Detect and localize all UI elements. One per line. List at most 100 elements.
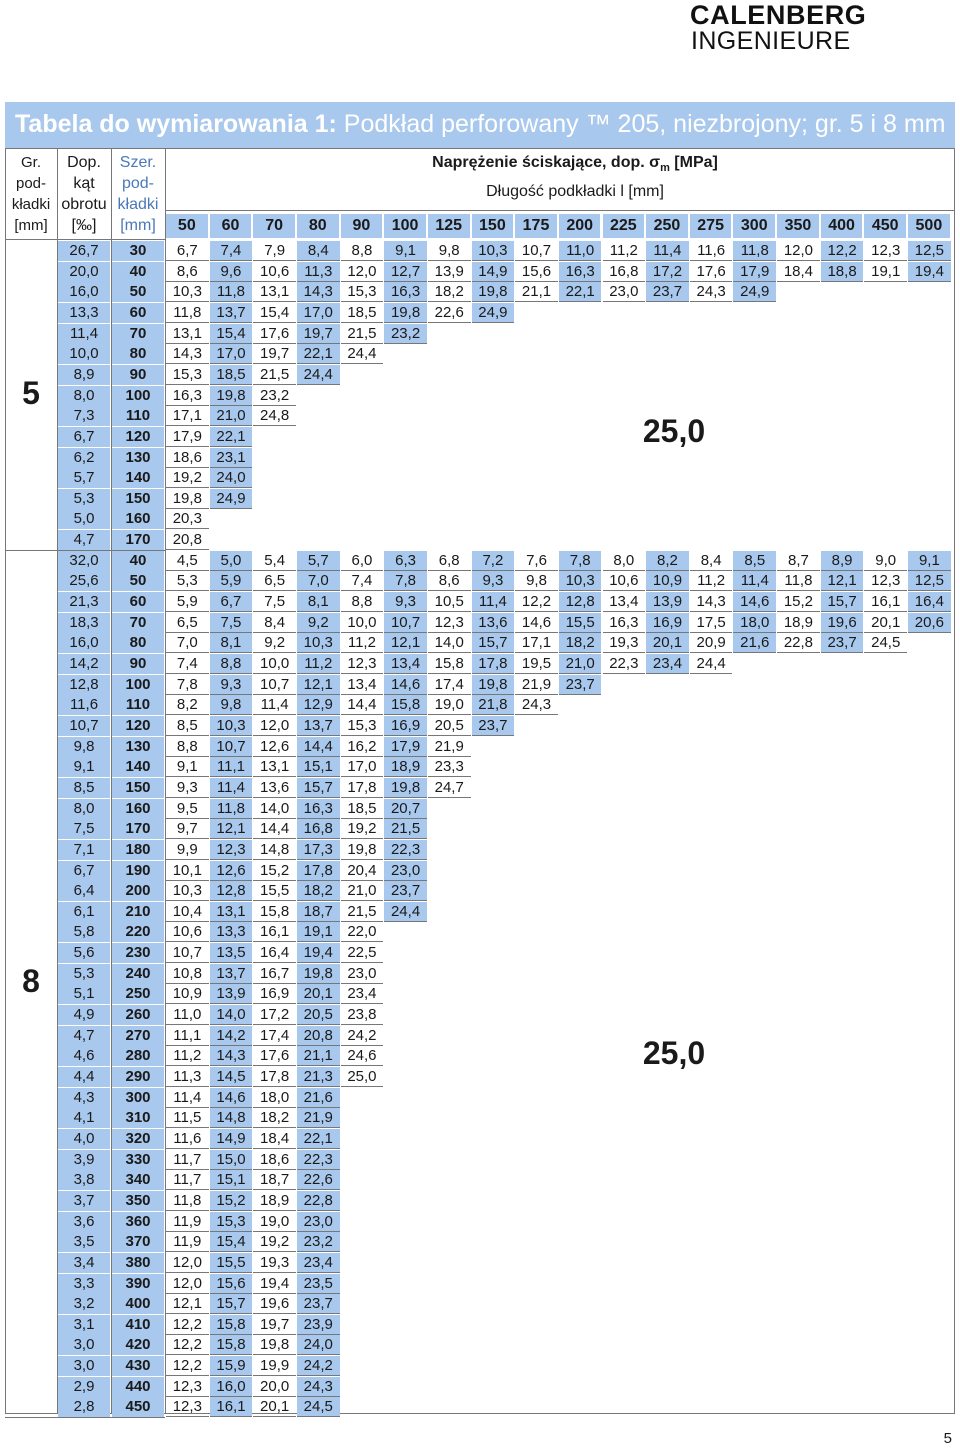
row-width: 260 bbox=[112, 1005, 164, 1026]
stress-value-cell: 11,8 bbox=[209, 282, 253, 303]
header-thickness-line: pod- bbox=[15, 175, 47, 192]
length-column-header: 80 bbox=[296, 214, 339, 238]
row-width: 130 bbox=[112, 736, 164, 757]
stress-value-cell: 15,5 bbox=[558, 612, 602, 633]
header-length: Długość podkładki l [mm] bbox=[486, 183, 664, 200]
stress-value-cell: 16,3 bbox=[166, 386, 209, 406]
stress-value-cell: 22,8 bbox=[777, 633, 820, 654]
stress-value-cell: 16,3 bbox=[602, 613, 646, 633]
stress-value-cell: 21,6 bbox=[733, 633, 777, 654]
row-angle: 10,7 bbox=[58, 715, 110, 736]
stress-value-cell: 11,6 bbox=[166, 1129, 209, 1149]
length-column-header: 100 bbox=[384, 214, 426, 238]
stress-value-cell: 12,1 bbox=[296, 674, 340, 695]
stress-value-cell: 8,2 bbox=[646, 550, 689, 571]
stress-value-cell: 23,4 bbox=[296, 1252, 340, 1273]
stress-value-cell: 21,9 bbox=[296, 1108, 340, 1129]
stress-value-cell: 9,5 bbox=[166, 799, 209, 819]
stress-value-cell: 15,4 bbox=[253, 303, 296, 323]
stress-value-cell: 20,1 bbox=[864, 613, 908, 633]
stress-value-cell: 22,1 bbox=[209, 426, 253, 447]
stress-value-cell: 16,1 bbox=[864, 592, 908, 613]
stress-value-cell: 11,2 bbox=[166, 1046, 209, 1067]
stress-value-cell: 8,6 bbox=[427, 571, 471, 592]
row-angle: 5,6 bbox=[58, 943, 110, 964]
row-angle: 3,2 bbox=[58, 1294, 110, 1315]
stress-value-cell: 10,6 bbox=[602, 571, 646, 592]
row-width: 50 bbox=[112, 282, 164, 303]
row-width: 300 bbox=[112, 1087, 164, 1108]
stress-value-cell: 15,7 bbox=[209, 1294, 253, 1315]
stress-value-cell: 24,9 bbox=[471, 302, 515, 323]
stress-value-cell: 12,6 bbox=[209, 860, 253, 881]
stress-value-cell: 9,3 bbox=[209, 674, 253, 695]
stress-value-cell: 24,2 bbox=[340, 1026, 384, 1046]
stress-value-cell: 22,3 bbox=[602, 654, 646, 674]
stress-value-cell: 9,7 bbox=[166, 819, 209, 840]
stress-value-cell: 22,3 bbox=[296, 1149, 340, 1170]
stress-value-cell: 16,7 bbox=[253, 964, 296, 984]
stress-value-cell: 23,7 bbox=[820, 633, 864, 654]
stress-value-cell: 14,0 bbox=[209, 1005, 253, 1026]
stress-value-cell: 8,5 bbox=[733, 550, 777, 571]
stress-value-cell: 19,8 bbox=[384, 302, 427, 323]
stress-value-cell: 15,8 bbox=[253, 902, 296, 922]
stress-value-cell: 22,8 bbox=[296, 1190, 340, 1211]
stress-value-cell: 19,1 bbox=[864, 262, 908, 282]
stress-value-cell: 7,2 bbox=[471, 550, 515, 571]
row-angle: 21,3 bbox=[58, 592, 110, 613]
header-angle-line: kąt bbox=[73, 175, 95, 192]
row-width: 420 bbox=[112, 1335, 164, 1356]
stress-value-cell: 20,5 bbox=[296, 1005, 340, 1026]
stress-value-cell: 12,5 bbox=[908, 241, 951, 261]
row-width: 110 bbox=[112, 695, 164, 716]
header-stress-unit: [MPa] bbox=[669, 154, 718, 171]
stress-value-cell: 12,1 bbox=[820, 571, 864, 592]
row-angle: 6,1 bbox=[58, 901, 110, 922]
length-column-header: 90 bbox=[340, 214, 383, 238]
length-column-header: 300 bbox=[733, 214, 776, 238]
stress-value-cell: 17,3 bbox=[296, 839, 340, 860]
max-value-label: 25,0 bbox=[630, 409, 718, 453]
stress-value-cell: 10,7 bbox=[209, 736, 253, 757]
thickness-label: 5 bbox=[22, 374, 40, 411]
stress-value-cell: 18,5 bbox=[340, 303, 384, 323]
stress-value-cell: 9,2 bbox=[253, 633, 296, 654]
stress-value-cell: 12,3 bbox=[427, 613, 471, 633]
stress-value-cell: 18,5 bbox=[209, 364, 253, 385]
stress-value-cell: 12,3 bbox=[340, 654, 384, 674]
stress-value-cell: 11,8 bbox=[166, 303, 209, 323]
row-angle: 5,1 bbox=[58, 984, 110, 1005]
stress-value-cell: 17,8 bbox=[340, 778, 384, 798]
stress-value-cell: 11,2 bbox=[689, 571, 733, 592]
stress-value-cell: 22,0 bbox=[340, 922, 384, 943]
row-angle: 11,4 bbox=[58, 323, 110, 344]
stress-value-cell: 24,4 bbox=[340, 344, 384, 365]
stress-value-cell: 18,9 bbox=[384, 757, 427, 778]
stress-value-cell: 9,8 bbox=[209, 695, 253, 716]
stress-value-cell: 10,0 bbox=[253, 654, 296, 674]
row-angle: 7,5 bbox=[58, 819, 110, 840]
stress-value-cell: 14,2 bbox=[209, 1025, 253, 1046]
row-angle: 10,0 bbox=[58, 344, 110, 365]
stress-value-cell: 19,0 bbox=[427, 695, 471, 716]
logo-line-1: CALENBERG bbox=[690, 0, 867, 30]
stress-value-cell: 14,6 bbox=[384, 674, 427, 695]
stress-value-cell: 21,5 bbox=[253, 365, 296, 385]
stress-value-cell: 18,4 bbox=[253, 1129, 296, 1149]
row-angle: 3,5 bbox=[58, 1232, 110, 1253]
stress-value-cell: 19,5 bbox=[515, 654, 558, 674]
stress-value-cell: 12,3 bbox=[209, 839, 253, 860]
row-angle: 32,0 bbox=[58, 550, 110, 571]
row-width: 160 bbox=[112, 798, 164, 819]
stress-value-cell: 10,7 bbox=[515, 241, 558, 261]
row-width: 330 bbox=[112, 1149, 164, 1170]
stress-value-cell: 21,0 bbox=[558, 654, 602, 674]
stress-value-cell: 11,7 bbox=[166, 1150, 209, 1170]
row-width: 60 bbox=[112, 302, 164, 323]
stress-value-cell: 16,4 bbox=[908, 592, 951, 613]
stress-value-cell: 9,3 bbox=[384, 592, 427, 613]
length-column-header: 150 bbox=[471, 214, 514, 238]
stress-value-cell: 11,3 bbox=[166, 1067, 209, 1087]
row-width: 160 bbox=[112, 509, 164, 530]
